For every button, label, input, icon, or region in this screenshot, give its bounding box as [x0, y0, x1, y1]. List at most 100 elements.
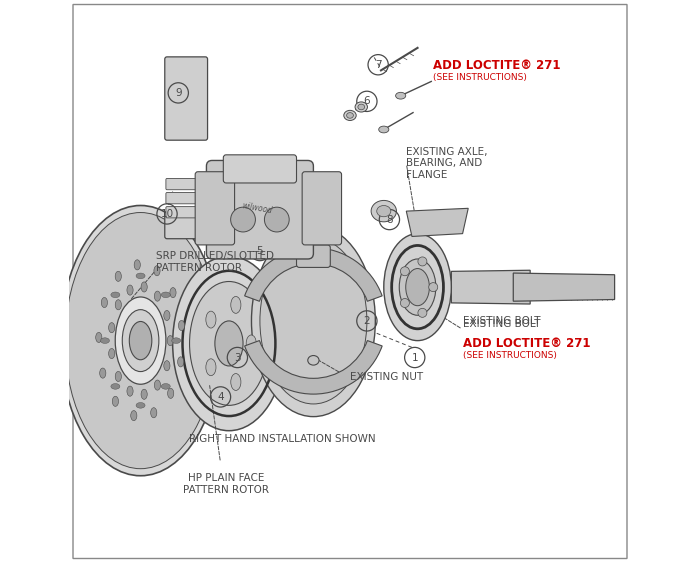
Ellipse shape: [384, 234, 452, 341]
Ellipse shape: [167, 388, 174, 399]
Ellipse shape: [344, 110, 356, 120]
Ellipse shape: [260, 238, 367, 404]
Ellipse shape: [251, 225, 375, 417]
FancyBboxPatch shape: [166, 207, 202, 218]
Ellipse shape: [141, 389, 147, 399]
Ellipse shape: [131, 410, 137, 421]
Ellipse shape: [173, 256, 286, 431]
Ellipse shape: [99, 368, 106, 378]
Text: RIGHT HAND INSTALLATION SHOWN: RIGHT HAND INSTALLATION SHOWN: [189, 434, 376, 444]
Ellipse shape: [172, 338, 181, 343]
Text: 3: 3: [234, 352, 241, 363]
FancyBboxPatch shape: [164, 57, 208, 140]
Ellipse shape: [178, 357, 184, 367]
Ellipse shape: [161, 383, 170, 389]
Ellipse shape: [379, 126, 389, 133]
Circle shape: [400, 298, 410, 307]
Ellipse shape: [246, 335, 256, 352]
Ellipse shape: [102, 297, 108, 307]
Ellipse shape: [346, 113, 354, 118]
Polygon shape: [513, 273, 615, 301]
Circle shape: [230, 207, 256, 232]
Ellipse shape: [130, 321, 152, 360]
Ellipse shape: [231, 373, 241, 390]
Text: HP PLAIN FACE
PATTERN ROTOR: HP PLAIN FACE PATTERN ROTOR: [183, 473, 269, 495]
Ellipse shape: [122, 310, 159, 372]
Ellipse shape: [406, 269, 429, 306]
Text: 6: 6: [363, 96, 370, 106]
Ellipse shape: [116, 372, 121, 382]
Ellipse shape: [108, 348, 115, 359]
Text: SRP DRILLED/SLOTTED
PATTERN ROTOR: SRP DRILLED/SLOTTED PATTERN ROTOR: [156, 251, 274, 272]
Ellipse shape: [65, 212, 216, 468]
Ellipse shape: [371, 200, 396, 222]
Wedge shape: [244, 341, 382, 394]
Ellipse shape: [358, 104, 365, 110]
Ellipse shape: [231, 297, 241, 314]
Text: EXISTING AXLE,
BEARING, AND
FLANGE: EXISTING AXLE, BEARING, AND FLANGE: [406, 147, 488, 180]
Ellipse shape: [108, 323, 115, 333]
Ellipse shape: [377, 205, 391, 217]
Text: (SEE INSTRUCTIONS): (SEE INSTRUCTIONS): [463, 351, 556, 360]
Text: wilwood: wilwood: [241, 201, 273, 216]
Polygon shape: [452, 270, 530, 304]
Ellipse shape: [161, 292, 170, 298]
FancyBboxPatch shape: [223, 155, 297, 183]
Ellipse shape: [154, 266, 160, 276]
Text: ADD LOCTITE® 271: ADD LOCTITE® 271: [433, 59, 561, 72]
Text: 10: 10: [160, 209, 174, 219]
Text: 9: 9: [175, 88, 181, 98]
FancyBboxPatch shape: [195, 172, 234, 245]
Ellipse shape: [127, 386, 133, 396]
FancyBboxPatch shape: [302, 172, 342, 245]
Text: EXISTING BOLT: EXISTING BOLT: [463, 319, 540, 340]
Ellipse shape: [308, 356, 319, 365]
Text: 8: 8: [386, 215, 393, 225]
Ellipse shape: [164, 361, 170, 371]
Text: (SEE INSTRUCTIONS): (SEE INSTRUCTIONS): [433, 73, 527, 82]
Ellipse shape: [395, 92, 406, 99]
Text: 1: 1: [412, 352, 418, 363]
FancyBboxPatch shape: [206, 160, 314, 259]
Ellipse shape: [155, 380, 160, 390]
Ellipse shape: [178, 320, 185, 330]
Ellipse shape: [141, 282, 147, 292]
FancyBboxPatch shape: [297, 245, 330, 267]
Circle shape: [418, 257, 427, 266]
Ellipse shape: [170, 288, 176, 298]
Ellipse shape: [60, 205, 220, 476]
FancyBboxPatch shape: [166, 193, 202, 204]
Ellipse shape: [116, 297, 166, 384]
Ellipse shape: [134, 260, 141, 270]
Text: 5: 5: [257, 245, 263, 256]
Ellipse shape: [116, 271, 121, 282]
Circle shape: [428, 283, 438, 292]
Ellipse shape: [167, 336, 174, 346]
Ellipse shape: [96, 332, 102, 342]
Ellipse shape: [150, 408, 157, 418]
Text: EXISTING BOLT: EXISTING BOLT: [463, 316, 540, 326]
Ellipse shape: [127, 285, 133, 295]
Circle shape: [265, 207, 289, 232]
Ellipse shape: [116, 300, 121, 310]
Wedge shape: [244, 248, 382, 301]
Ellipse shape: [136, 403, 145, 408]
Ellipse shape: [399, 259, 436, 315]
Ellipse shape: [164, 310, 170, 320]
Ellipse shape: [206, 359, 216, 376]
Ellipse shape: [215, 321, 243, 366]
Ellipse shape: [111, 383, 120, 389]
Polygon shape: [406, 208, 468, 236]
Circle shape: [418, 309, 427, 318]
Ellipse shape: [206, 311, 216, 328]
Text: 4: 4: [217, 392, 224, 402]
FancyBboxPatch shape: [166, 178, 202, 190]
Text: EXISTING NUT: EXISTING NUT: [350, 372, 423, 382]
Ellipse shape: [155, 291, 160, 301]
Circle shape: [400, 267, 410, 276]
Text: 7: 7: [374, 60, 382, 70]
Ellipse shape: [190, 282, 268, 405]
Ellipse shape: [101, 338, 109, 343]
Ellipse shape: [111, 292, 120, 298]
Ellipse shape: [112, 396, 118, 406]
